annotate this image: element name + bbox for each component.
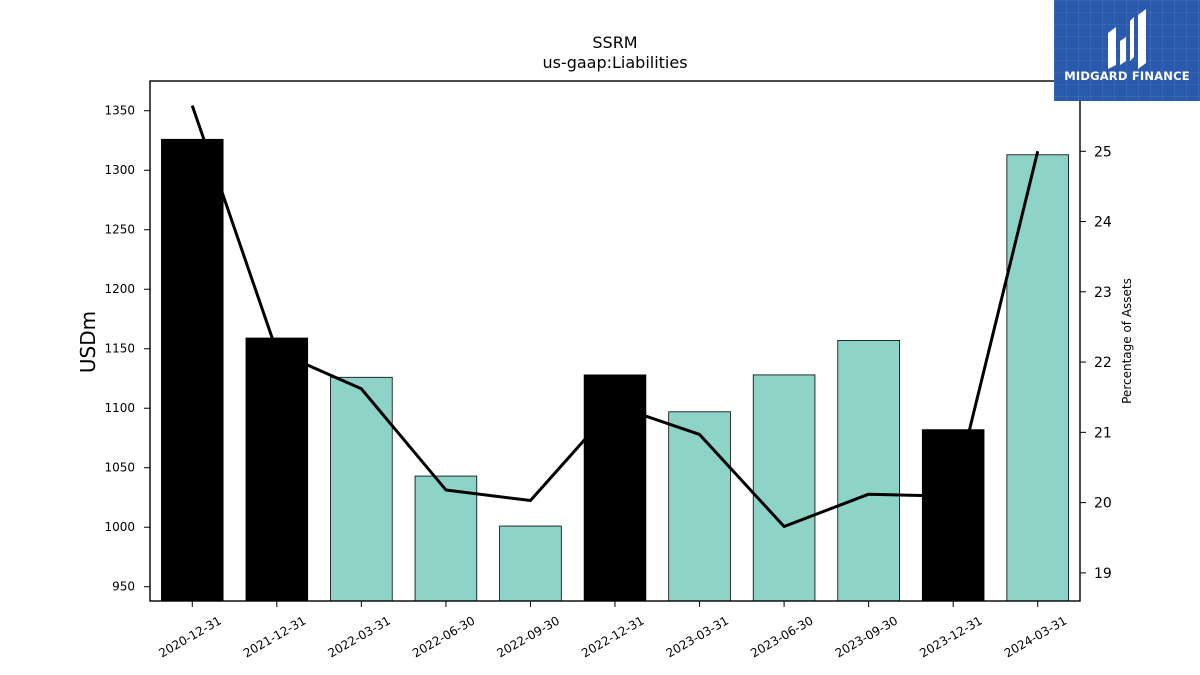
percentage-line-path [190,105,1040,529]
bar-2023-12-31 [921,429,985,602]
bar-2022-06-30 [414,475,478,602]
y2-tick-label: 20 [1094,496,1112,512]
logo-text: MIDGARD FINANCE [1064,69,1190,83]
y-tick-label: 1050 [104,461,135,475]
bar-2022-03-31 [330,376,393,602]
x-tick-label: 2022-09-30 [495,613,562,660]
y2-tick-label: 25 [1094,144,1112,160]
percentage-line [190,105,1040,529]
bar-2022-09-30 [499,525,562,602]
bar-2023-06-30 [752,374,816,602]
x-tick-label: 2023-12-31 [917,613,984,660]
x-tick-label: 2022-03-31 [325,613,392,660]
x-tick-label: 2022-06-30 [410,613,477,660]
brand-logo: MIDGARD FINANCE [1054,0,1200,101]
chart-title: SSRM [592,33,637,52]
y-tick-label: 1350 [104,104,135,118]
y-tick-label: 950 [112,580,135,594]
bar-2020-12-31 [161,138,224,602]
y-axis-left: 950 1000 1050 1100 1150 1200 1250 1300 1350 [104,104,150,594]
x-tick-label: 2023-06-30 [748,613,815,660]
y-tick-label: 1200 [104,282,135,296]
bars [161,138,1069,602]
bar-2021-12-31 [245,337,309,602]
x-tick-label: 2024-03-31 [1002,613,1069,660]
bar-2023-03-31 [668,411,731,602]
y-tick-label: 1000 [104,520,135,534]
y-tick-label: 1250 [104,223,135,237]
x-tick-label: 2020-12-31 [156,613,223,660]
logo-mark-icon [1108,9,1146,69]
bar-2022-12-31 [583,374,647,602]
chart-subtitle: us-gaap:Liabilities [542,53,687,72]
y2-tick-label: 22 [1094,355,1112,371]
y2-tick-label: 21 [1094,425,1112,441]
y-axis-right: 19 20 21 22 23 24 25 [1080,144,1112,582]
x-axis: 2020-12-31 2021-12-31 2022-03-31 2022-06-30… [156,601,1069,660]
y-axis-label: USDm [76,311,100,373]
x-tick-label: 2021-12-31 [241,613,308,660]
y-tick-label: 1100 [104,401,135,415]
x-tick-label: 2022-12-31 [579,613,646,660]
y2-axis-label: Percentage of Assets [1120,278,1134,404]
y2-tick-label: 23 [1094,285,1112,301]
y2-tick-label: 24 [1094,215,1112,231]
x-tick-label: 2023-09-30 [833,613,900,660]
bar-2023-09-30 [837,340,900,602]
y2-tick-label: 19 [1094,566,1112,582]
x-tick-label: 2023-03-31 [664,613,731,660]
y-tick-label: 1150 [104,342,135,356]
y-tick-label: 1300 [104,163,135,177]
bar-2024-03-31 [1006,154,1069,602]
